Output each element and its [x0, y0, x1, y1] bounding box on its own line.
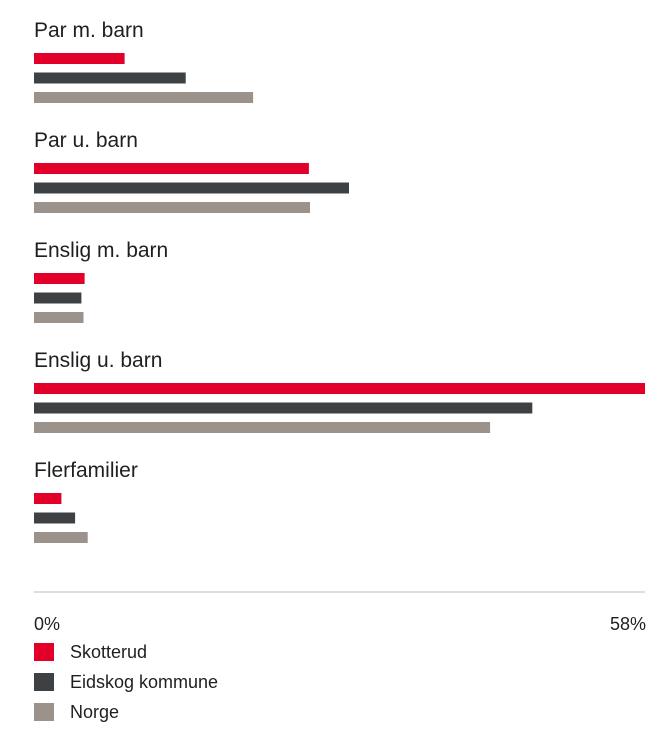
legend-item: Skotterud: [34, 642, 147, 662]
category-group: Flerfamilier: [34, 459, 138, 543]
category-group: Enslig u. barn: [34, 349, 645, 433]
legend-item: Norge: [34, 702, 119, 722]
category-group: Par m. barn: [34, 19, 254, 103]
legend-item: Eidskog kommune: [34, 672, 218, 692]
category-label: Par m. barn: [34, 19, 144, 42]
x-tick-label-min: 0%: [34, 614, 60, 634]
category-label: Flerfamilier: [34, 459, 138, 482]
legend-swatch: [34, 643, 54, 661]
bar: [34, 53, 125, 64]
category-group: Enslig m. barn: [34, 239, 168, 323]
bar: [34, 273, 85, 284]
category-label: Enslig m. barn: [34, 239, 168, 262]
category-groups: Par m. barn Par u. barn Enslig m. barn Ensl…: [34, 19, 645, 543]
bar: [34, 383, 645, 394]
x-tick-label-max: 58%: [610, 614, 646, 634]
bar: [34, 422, 491, 433]
bar: [34, 532, 88, 543]
bar: [34, 493, 62, 504]
bar: [34, 182, 349, 194]
bar: [34, 163, 309, 174]
bar: [34, 92, 254, 103]
category-group: Par u. barn: [34, 129, 349, 213]
legend-label: Eidskog kommune: [70, 672, 218, 692]
legend: Skotterud Eidskog kommune Norge: [34, 642, 218, 722]
category-label: Enslig u. barn: [34, 349, 162, 372]
bar: [34, 202, 310, 213]
legend-label: Skotterud: [70, 642, 147, 662]
bar: [34, 512, 76, 524]
bar: [34, 72, 186, 84]
legend-label: Norge: [70, 702, 119, 722]
legend-swatch: [34, 703, 54, 721]
bar: [34, 402, 533, 414]
bar: [34, 292, 82, 304]
category-label: Par u. barn: [34, 129, 138, 152]
bar: [34, 312, 84, 323]
legend-swatch: [34, 673, 54, 691]
